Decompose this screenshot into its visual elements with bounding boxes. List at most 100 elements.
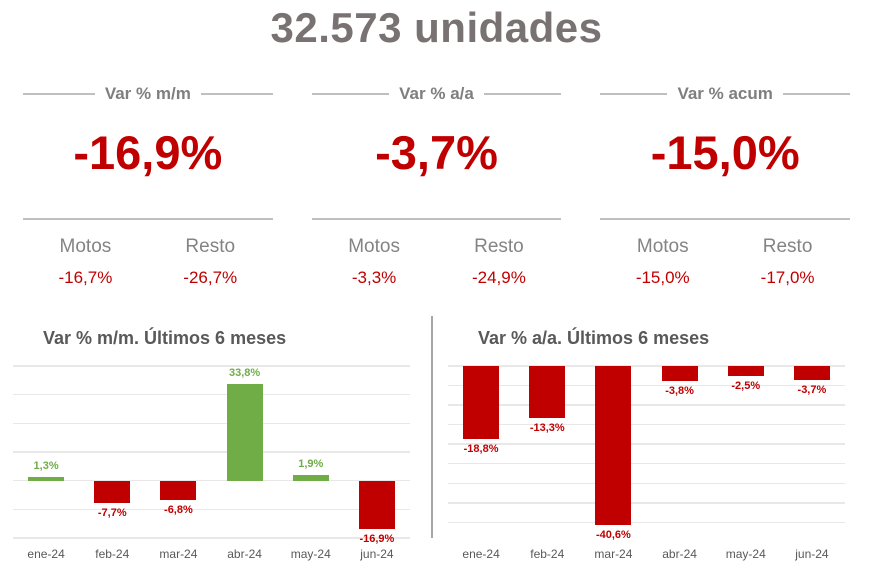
chart-x-axis: ene-24 feb-24 mar-24 abr-24 may-24 jun-24 xyxy=(13,547,410,563)
gridline xyxy=(448,521,845,524)
bar-mar-24 xyxy=(160,480,197,501)
chart-title: Var % a/a. Últimos 6 meses xyxy=(478,328,710,348)
chart-plot-area: 1,3% -7,7% -6,8% 33,8% 1,9% -16,9% xyxy=(13,365,410,545)
bar-value-label: -18,8% xyxy=(463,443,499,456)
chart-title: Var % m/m. Últimos 6 meses xyxy=(43,328,287,348)
motos-value: -16,7% xyxy=(58,268,113,287)
gridline xyxy=(448,365,845,367)
axis-label-ene-24: ene-24 xyxy=(27,547,65,561)
resto-value: -26,7% xyxy=(183,268,238,287)
gridline xyxy=(448,502,845,504)
kpi-main-value: -16,9% xyxy=(73,126,223,179)
gridline xyxy=(13,365,410,367)
gridline xyxy=(13,508,410,511)
motos-cell: Motos -3,3% xyxy=(312,220,437,288)
gridline xyxy=(13,537,410,539)
bar-value-label: 1,3% xyxy=(33,459,59,472)
gridline xyxy=(13,422,410,425)
kpi-header-label: Var % m/m xyxy=(104,84,191,103)
bar-value-label: -7,7% xyxy=(97,506,127,519)
kpi-divider-line xyxy=(311,218,562,220)
kpi-header-label: Var % acum xyxy=(677,84,773,103)
motos-label: Motos xyxy=(348,236,400,257)
header-line-left xyxy=(311,93,390,95)
bar-jun-24 xyxy=(358,480,395,530)
bar-value-label: -3,7% xyxy=(797,384,827,397)
resto-label: Resto xyxy=(474,236,524,257)
page-title: 32.573 unidades xyxy=(270,4,603,51)
bar-value-label: -13,3% xyxy=(529,421,565,434)
kpi-header: Var % acum xyxy=(600,84,850,104)
bar-ene-24 xyxy=(28,476,65,481)
kpi-divider-line xyxy=(600,218,850,220)
resto-cell: Resto -17,0% xyxy=(725,220,850,288)
gridline xyxy=(13,393,410,396)
axis-label-abr-24: abr-24 xyxy=(662,547,697,561)
motos-label: Motos xyxy=(59,236,112,257)
motos-cell: Motos -16,7% xyxy=(23,220,148,288)
gridline xyxy=(13,479,410,482)
gridline xyxy=(448,462,845,465)
charts-divider xyxy=(431,316,433,538)
axis-label-may-24: may-24 xyxy=(725,547,766,561)
kpi-main-value: -15,0% xyxy=(650,126,800,179)
gridline xyxy=(448,443,845,445)
motos-value: -3,3% xyxy=(351,268,397,287)
resto-label: Resto xyxy=(185,236,236,257)
header-line-left xyxy=(600,93,668,95)
bar-feb-24 xyxy=(94,480,131,503)
bar-value-label: -6,8% xyxy=(164,504,193,517)
resto-cell: Resto -26,7% xyxy=(148,220,273,288)
resto-value: -17,0% xyxy=(760,268,815,287)
kpi-breakdown: Motos -16,7% Resto -26,7% xyxy=(23,220,273,288)
bar-jun-24 xyxy=(793,366,830,381)
gridline xyxy=(448,482,845,485)
axis-label-ene-24: ene-24 xyxy=(462,547,500,561)
gridline xyxy=(448,384,845,387)
bar-ene-24 xyxy=(463,366,500,440)
bar-feb-24 xyxy=(529,366,566,418)
resto-label: Resto xyxy=(762,236,813,257)
bar-mar-24 xyxy=(595,366,632,525)
bar-value-label: 33,8% xyxy=(228,366,261,379)
kpi-card-var-acum: Var % acum -15,0% Motos -15,0% Resto -17… xyxy=(600,84,850,288)
charts-section: Var % m/m. Últimos 6 meses 1,3% -7,7% -6,8… xyxy=(0,314,873,564)
kpi-divider-line xyxy=(23,218,273,220)
axis-label-abr-24: abr-24 xyxy=(227,547,262,561)
chart-x-axis: ene-24 feb-24 mar-24 abr-24 may-24 jun-24 xyxy=(448,547,845,563)
header-line-right xyxy=(200,93,273,95)
chart-var-aa: Var % a/a. Últimos 6 meses -18,8% -13,3% -… xyxy=(432,314,873,564)
header-line-left xyxy=(23,93,95,95)
header-line-right xyxy=(483,93,562,95)
chart-var-mm: Var % m/m. Últimos 6 meses 1,3% -7,7% -6,8… xyxy=(0,314,432,564)
resto-cell: Resto -24,9% xyxy=(437,220,562,288)
axis-label-feb-24: feb-24 xyxy=(530,547,565,561)
gridline xyxy=(13,451,410,453)
axis-label-mar-24: mar-24 xyxy=(159,547,198,561)
axis-label-jun-24: jun-24 xyxy=(795,547,829,561)
kpi-breakdown: Motos -3,3% Resto -24,9% xyxy=(312,220,562,288)
bar-may-24 xyxy=(292,475,329,481)
header-line-right xyxy=(782,93,850,95)
kpi-card-var-aa: Var % a/a -3,7% Motos -3,3% Resto -24,9% xyxy=(311,84,562,288)
kpi-header: Var % m/m xyxy=(23,84,273,104)
bar-may-24 xyxy=(727,366,764,376)
bar-abr-24 xyxy=(661,366,698,381)
resto-value: -24,9% xyxy=(471,268,526,287)
bar-value-label: 1,9% xyxy=(298,458,324,471)
motos-cell: Motos -15,0% xyxy=(600,220,725,288)
bar-value-label: -40,6% xyxy=(595,528,631,541)
axis-label-may-24: may-24 xyxy=(290,547,331,561)
bar-abr-24 xyxy=(226,383,263,481)
kpi-row: Var % m/m -16,9% Motos -16,7% Resto -26,… xyxy=(23,84,850,288)
gridline xyxy=(448,423,845,426)
kpi-main-value: -3,7% xyxy=(375,126,498,179)
kpi-header: Var % a/a xyxy=(311,84,562,104)
gridline xyxy=(448,404,845,406)
motos-value: -15,0% xyxy=(635,268,690,287)
kpi-header-label: Var % a/a xyxy=(399,84,474,103)
bar-value-label: -2,5% xyxy=(731,379,761,392)
bar-value-label: -3,8% xyxy=(665,384,694,397)
kpi-card-var-mm: Var % m/m -16,9% Motos -16,7% Resto -26,… xyxy=(23,84,273,288)
axis-label-feb-24: feb-24 xyxy=(95,547,130,561)
